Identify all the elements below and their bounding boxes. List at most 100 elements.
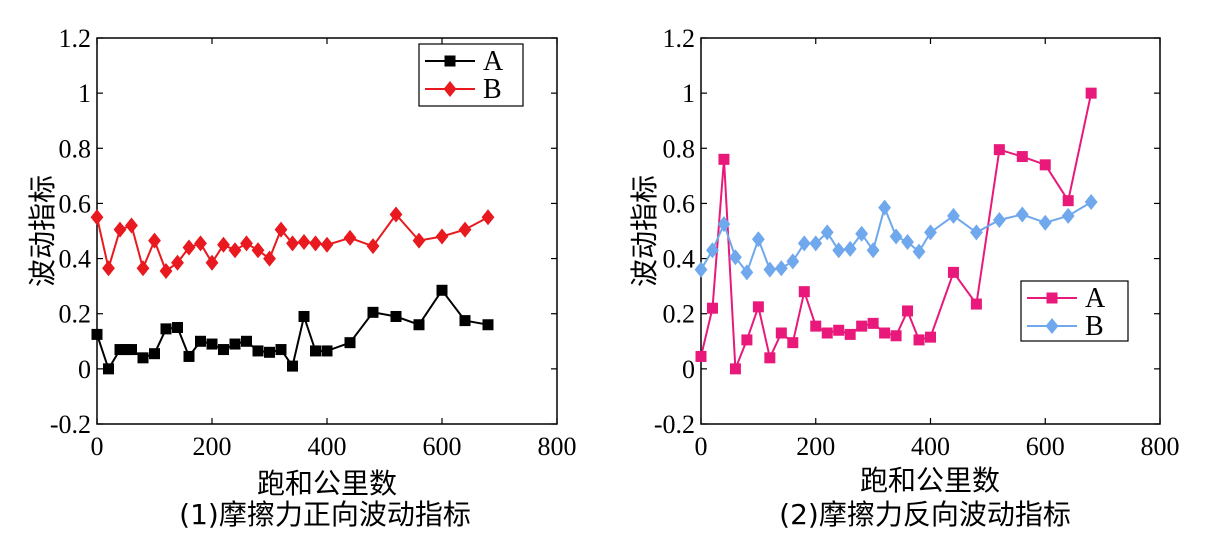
y-tick-label: 1 [78, 79, 91, 108]
data-point-A [298, 310, 310, 322]
data-point-A [413, 319, 425, 331]
axis-ticks: 0 200 400 600 800-0.200.20.40.60.811.2 [654, 24, 1180, 461]
data-point-A [310, 345, 321, 357]
data-point-A [1085, 87, 1097, 99]
data-point-B [706, 242, 719, 259]
data-point-A [287, 360, 298, 372]
y-tick-label: 0.8 [663, 134, 696, 163]
data-point-B [389, 206, 403, 223]
data-point-A [137, 352, 149, 364]
series-layer [90, 206, 495, 375]
data-point-B [1015, 206, 1029, 223]
data-point-A [787, 337, 799, 349]
data-point-B [797, 235, 811, 252]
legend-box [418, 43, 524, 107]
legend-marker-B [1045, 318, 1059, 334]
data-point-A [367, 306, 379, 318]
series-line-B [96, 212, 489, 273]
data-point-B [90, 209, 104, 226]
data-point-B [136, 260, 150, 277]
data-point-A [775, 327, 787, 339]
chart-friction-forward: 0 200 400 600 800-0.200.20.40.60.811.2 AB 跑和… [26, 24, 577, 531]
x-axis-label: 跑和公里数 [257, 467, 397, 500]
data-point-B [774, 260, 788, 277]
legend-label-B: B [483, 74, 502, 105]
data-point-B [102, 260, 115, 277]
data-point-B [717, 216, 731, 233]
data-point-A [482, 319, 494, 331]
data-point-A [810, 320, 822, 332]
y-tick-label: 0.4 [663, 245, 696, 274]
legend-label-A: A [483, 46, 504, 77]
data-point-B [820, 224, 834, 241]
data-point-A [833, 324, 845, 336]
legend: AB [418, 43, 524, 107]
data-point-B [343, 229, 357, 246]
y-tick-label: 1.2 [59, 24, 92, 53]
y-tick-label: 0.4 [59, 245, 92, 274]
data-point-B [786, 253, 800, 270]
y-tick-label: 0.2 [59, 300, 92, 329]
data-point-A [706, 302, 718, 314]
data-point-B [435, 228, 449, 245]
data-point-B [263, 250, 276, 267]
x-axis-label: 跑和公里数 [860, 464, 1000, 497]
data-point-A [879, 327, 891, 339]
data-point-A [821, 327, 833, 339]
data-point-B [481, 209, 495, 226]
x-tick-label: 600 [423, 432, 462, 461]
data-point-B [159, 262, 173, 279]
data-point-B [205, 254, 219, 271]
data-point-B [251, 242, 265, 259]
series-layer [694, 87, 1098, 375]
data-point-A [459, 315, 471, 327]
axis-ticks: 0 200 400 600 800-0.200.20.40.60.811.2 [50, 24, 577, 461]
data-point-B [947, 207, 960, 224]
data-point-A [241, 335, 252, 347]
data-point-B [740, 264, 754, 281]
data-point-A [120, 344, 132, 356]
data-point-B [194, 235, 207, 252]
x-tick-label: 400 [308, 432, 347, 461]
data-point-B [924, 224, 937, 241]
data-point-B [366, 238, 380, 255]
data-point-A [91, 328, 103, 340]
x-tick-label: 600 [1026, 432, 1065, 461]
data-point-B [866, 242, 880, 259]
legend-marker-A [1046, 292, 1058, 304]
data-point-B [970, 224, 983, 241]
data-point-B [228, 242, 242, 259]
data-point-A [844, 328, 856, 340]
data-point-A [206, 338, 218, 350]
data-point-A [390, 310, 402, 322]
y-tick-label: -0.2 [50, 410, 91, 439]
data-point-A [970, 298, 982, 310]
data-point-B [286, 235, 299, 252]
y-tick-label: 1 [682, 79, 695, 108]
data-point-B [412, 232, 426, 249]
data-point-B [878, 199, 891, 216]
data-point-B [1038, 214, 1052, 231]
data-point-B [113, 221, 127, 238]
data-point-A [114, 344, 126, 356]
x-tick-label: 200 [796, 432, 835, 461]
chart-caption: (1)摩擦力正向波动指标 [179, 498, 471, 531]
data-point-B [992, 211, 1006, 228]
data-point-A [149, 348, 160, 360]
data-point-A [741, 334, 753, 346]
legend-marker-A [444, 55, 456, 67]
data-point-B [182, 239, 196, 256]
data-point-A [172, 322, 183, 333]
data-point-B [240, 235, 253, 252]
data-point-A [925, 331, 936, 343]
data-point-A [160, 323, 172, 335]
x-tick-label: 0 [695, 432, 708, 461]
data-point-A [103, 363, 114, 375]
chart-caption: (2)摩擦力反向波动指标 [779, 498, 1071, 531]
data-point-B [458, 221, 472, 238]
legend-box [1020, 280, 1129, 342]
data-point-A [729, 363, 741, 375]
data-point-A [195, 335, 206, 347]
data-point-A [344, 337, 356, 349]
data-point-B [912, 243, 926, 260]
